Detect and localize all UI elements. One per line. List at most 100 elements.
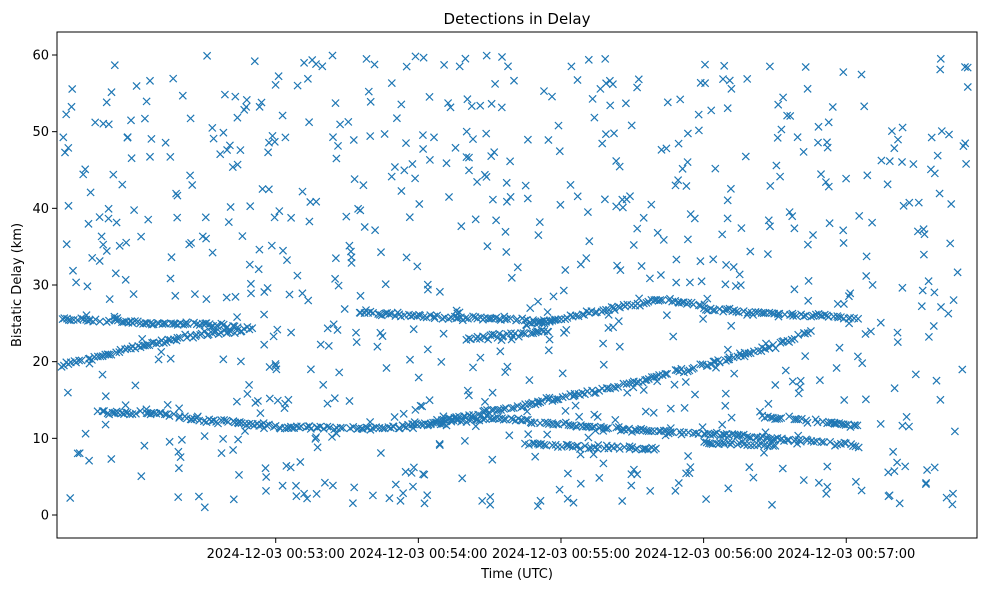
data-point — [496, 347, 505, 356]
data-point — [537, 326, 546, 335]
data-point — [174, 464, 183, 473]
data-point — [220, 90, 229, 99]
data-point — [764, 399, 773, 408]
data-point — [540, 440, 549, 449]
data-point — [930, 463, 939, 472]
data-point — [312, 489, 321, 498]
data-point — [571, 401, 580, 410]
data-point — [851, 421, 860, 430]
data-point — [284, 423, 293, 433]
data-point — [330, 425, 339, 434]
data-point — [60, 148, 70, 157]
data-point — [765, 308, 774, 317]
data-point — [173, 333, 182, 342]
data-point — [709, 255, 718, 264]
data-point — [710, 429, 719, 438]
data-point — [261, 486, 271, 495]
data-point — [948, 489, 958, 498]
data-point — [672, 255, 681, 264]
data-point — [145, 152, 155, 161]
data-point — [127, 154, 136, 163]
x-tick-label: 2024-12-03 00:54:00 — [349, 547, 487, 562]
data-point — [571, 442, 581, 451]
data-point — [131, 381, 140, 390]
data-point — [340, 304, 349, 314]
data-point — [500, 312, 509, 321]
data-point — [435, 287, 444, 296]
data-point — [300, 489, 309, 498]
data-point — [730, 369, 739, 378]
data-point — [788, 212, 797, 221]
data-point — [832, 363, 841, 373]
data-point — [182, 333, 191, 342]
data-point — [402, 62, 411, 71]
data-point — [493, 333, 502, 342]
data-point — [303, 74, 312, 83]
data-point — [364, 87, 373, 96]
data-point — [60, 314, 69, 323]
data-point — [808, 230, 818, 240]
data-point — [799, 312, 808, 321]
data-point — [418, 402, 427, 411]
data-point — [911, 370, 920, 379]
data-point — [201, 213, 210, 222]
data-point — [202, 234, 211, 243]
data-point — [274, 72, 283, 81]
data-point — [885, 157, 894, 166]
data-point — [333, 325, 342, 335]
data-point — [633, 83, 642, 92]
data-point — [666, 404, 675, 413]
data-point — [513, 315, 522, 324]
data-point — [452, 306, 461, 315]
data-point — [123, 344, 132, 353]
data-point — [370, 60, 379, 69]
data-point — [524, 430, 533, 439]
data-point — [595, 473, 604, 482]
data-point — [918, 286, 927, 295]
data-point — [473, 177, 482, 186]
data-point — [817, 437, 826, 446]
data-point — [697, 277, 706, 286]
data-point — [435, 441, 444, 450]
data-point — [270, 213, 279, 222]
data-point — [919, 225, 928, 234]
data-point — [535, 218, 544, 227]
data-point — [331, 274, 340, 283]
data-point — [413, 262, 422, 271]
data-point — [258, 184, 267, 194]
data-point — [409, 325, 418, 334]
data-point — [725, 76, 734, 85]
data-point — [497, 336, 506, 345]
data-point — [618, 203, 627, 212]
data-point — [480, 406, 489, 415]
data-point — [708, 306, 717, 315]
data-point — [853, 421, 862, 430]
data-point — [194, 492, 203, 501]
data-point — [576, 450, 585, 459]
data-point — [476, 101, 485, 110]
data-point — [192, 330, 201, 339]
data-point — [488, 195, 497, 204]
data-point — [743, 310, 752, 319]
data-point — [175, 404, 184, 413]
data-point — [861, 329, 870, 339]
data-point — [171, 291, 180, 300]
data-point — [625, 442, 634, 451]
data-point — [399, 489, 408, 498]
data-point — [442, 159, 451, 168]
data-point — [408, 482, 418, 491]
data-point — [723, 214, 732, 223]
data-point — [661, 369, 670, 378]
data-point — [85, 456, 94, 465]
data-point — [186, 114, 195, 123]
data-point — [932, 376, 941, 385]
data-point — [930, 169, 939, 178]
data-point — [591, 308, 600, 317]
data-point — [790, 285, 799, 294]
data-point — [690, 214, 699, 223]
data-point — [464, 153, 474, 162]
data-point — [842, 174, 851, 183]
data-point — [514, 332, 523, 341]
data-point — [234, 470, 244, 479]
data-point — [694, 126, 703, 135]
